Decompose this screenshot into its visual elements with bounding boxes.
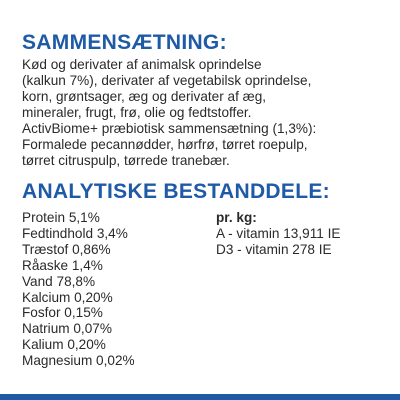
analytical-heading: ANALYTISKE BESTANDDELE: (22, 180, 330, 203)
analytical-item: Natrium 0,07% (22, 321, 112, 337)
composition-line: mineraler, frugt, frø, olie og fedtstoff… (22, 105, 252, 120)
composition-line: tørret citruspulp, tørrede tranebær. (22, 153, 230, 168)
per-kg-label: pr. kg: (216, 210, 257, 225)
composition-line: Formalede pecannødder, hørfrø, tørret ro… (22, 137, 308, 152)
composition-heading: SAMMENSÆTNING: (22, 31, 227, 54)
composition-text: Kød og derivater af animalsk oprindelse(… (22, 57, 392, 169)
composition-line: ActivBiome+ præbiotisk sammensætning (1,… (22, 121, 317, 136)
composition-line: (kalkun 7%), derivater af vegetabilsk op… (22, 73, 312, 88)
vitamin-list: pr. kg: A - vitamin 13,911 IE D3 - vitami… (216, 210, 340, 258)
analytical-item: Protein 5,1% (22, 210, 100, 225)
analytical-values-list: Protein 5,1% Fedtindhold 3,4% Træstof 0,86… (22, 210, 135, 369)
analytical-item: Råaske 1,4% (22, 257, 103, 273)
analytical-item: Magnesium 0,02% (22, 353, 135, 369)
analytical-item: Vand 78,8% (22, 273, 96, 289)
analytical-item: Fosfor 0,15% (22, 305, 103, 321)
analytical-item: Træstof 0,86% (22, 241, 111, 257)
analytical-item: Fedtindhold 3,4% (22, 225, 128, 241)
vitamin-item: A - vitamin 13,911 IE (216, 225, 341, 241)
composition-line: Kød og derivater af animalsk oprindelse (22, 57, 262, 72)
analytical-item: Kalium 0,20% (22, 337, 106, 353)
vitamin-item: D3 - vitamin 278 IE (216, 241, 332, 257)
composition-line: korn, grøntsager, æg og derivater af æg, (22, 89, 267, 104)
bottom-accent-bar (0, 394, 400, 400)
analytical-item: Kalcium 0,20% (22, 289, 113, 305)
